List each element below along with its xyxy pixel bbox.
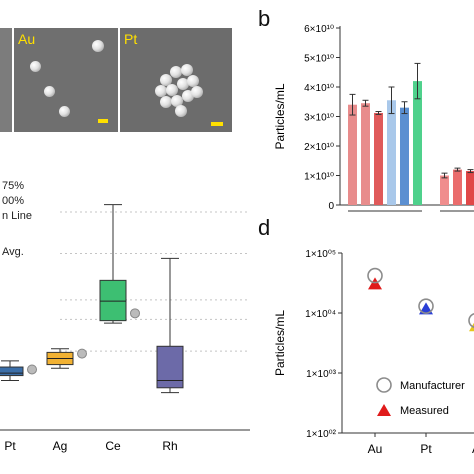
au-particle (44, 86, 55, 97)
y-tick-label: 1×10⁰⁵ (305, 249, 336, 260)
legend-q3-label: 75% (2, 180, 25, 192)
pt-particle (171, 95, 183, 107)
bar (361, 103, 370, 205)
y-tick-label: 4×10¹⁰ (304, 83, 334, 94)
y-tick-label: 1×10⁰³ (306, 369, 337, 380)
pt-particle (177, 78, 189, 90)
panel-b-bar-chart: Particles/mL 0 1×10¹⁰ 2×10¹⁰ 3×10¹⁰ 4×10¹⁰ 5×1… (273, 24, 474, 212)
average-marker (27, 364, 37, 375)
scale-bar (211, 122, 223, 126)
au-particle (92, 40, 104, 52)
legend-avg-label: Avg. (2, 246, 24, 258)
category-label: Rh (162, 439, 177, 453)
y-tick-label: 6×10¹⁰ (304, 24, 334, 35)
legend-manufacturer-symbol (376, 377, 392, 393)
y-tick-label: 1×10¹⁰ (304, 172, 334, 183)
bar (387, 100, 396, 205)
panel-letter-d: d (258, 215, 271, 240)
box (156, 345, 184, 389)
pt-particle (160, 74, 172, 86)
panel-letter-b: b (258, 6, 271, 31)
pt-particle (166, 84, 178, 96)
category-label: Ce (105, 439, 121, 453)
y-axis-label: Particles/mL (273, 83, 287, 149)
y-tick-label: 3×10¹⁰ (304, 113, 334, 124)
sem-image-pt: Pt (120, 28, 232, 132)
bar (348, 104, 357, 205)
category-label: Pt (420, 442, 432, 456)
y-axis-label: Particles/mL (273, 310, 287, 376)
manufacturer-marker (468, 312, 474, 329)
category-label: Au (368, 442, 383, 456)
pt-particle (170, 66, 182, 78)
pt-particle (181, 64, 193, 76)
au-particle (30, 61, 41, 72)
panel-c-box-plot: Pt Ag Ce Rh (0, 204, 250, 453)
bar (413, 81, 422, 205)
bar (400, 107, 409, 205)
legend-manufacturer-label: Manufacturer (400, 380, 465, 392)
y-tick-label: 1×10⁰² (306, 429, 337, 440)
bar (374, 112, 383, 205)
average-marker (130, 308, 140, 319)
y-tick-label: 2×10¹⁰ (304, 142, 334, 153)
y-tick-label: 1×10⁰⁴ (305, 309, 336, 320)
category-label: Pt (4, 439, 16, 453)
pt-particle (155, 85, 167, 97)
manufacturer-marker (367, 267, 383, 284)
panel-d-scatter-chart: Particles/mL 1×10⁰² 1×10⁰³ 1×10⁰⁴ 1×10⁰⁵ Au Pt… (273, 249, 474, 456)
manufacturer-marker (418, 298, 434, 314)
sem-label-pt: Pt (124, 31, 138, 47)
pt-particle (160, 96, 172, 108)
legend-median-label: n Line (2, 210, 32, 222)
category-label: Ag (53, 439, 68, 453)
au-particle (59, 106, 70, 117)
category-label: A (472, 442, 474, 456)
box (0, 366, 24, 377)
sem-label-au: Au (18, 31, 36, 47)
bar (440, 175, 449, 205)
legend-measured-label: Measured (400, 405, 449, 417)
pt-particle (191, 86, 203, 98)
y-tick-label: 5×10¹⁰ (304, 54, 334, 65)
scale-bar (98, 119, 108, 123)
pt-particle (187, 75, 199, 87)
pt-particle (175, 105, 187, 117)
bar (466, 171, 474, 205)
sem-image-partial (0, 28, 12, 132)
bar (453, 169, 462, 205)
box (99, 279, 127, 322)
legend-measured-symbol (377, 404, 391, 416)
sem-image-au: Au (14, 28, 118, 132)
average-marker (77, 348, 87, 359)
legend-whisker-label: 00% (2, 195, 25, 207)
y-tick-label: 0 (328, 201, 334, 212)
